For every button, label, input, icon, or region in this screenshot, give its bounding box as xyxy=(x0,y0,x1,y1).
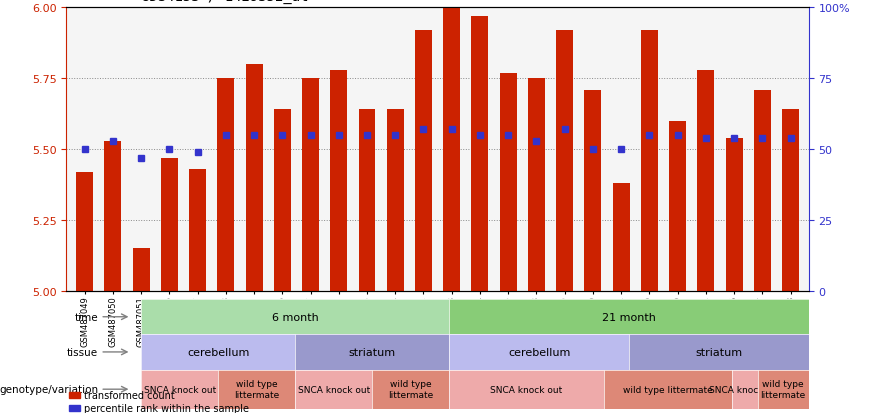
Bar xyxy=(76,172,93,291)
Bar xyxy=(274,110,291,291)
Bar xyxy=(499,74,516,291)
Bar xyxy=(641,31,658,291)
Bar xyxy=(359,110,376,291)
Bar xyxy=(387,110,404,291)
Bar xyxy=(528,79,545,291)
Text: wild type
littermate: wild type littermate xyxy=(388,380,433,399)
Text: 6 month: 6 month xyxy=(272,312,319,322)
Bar xyxy=(613,184,629,291)
Text: striatum: striatum xyxy=(696,347,743,357)
Bar xyxy=(104,141,121,291)
Bar xyxy=(669,121,686,291)
Text: wild type littermate: wild type littermate xyxy=(623,385,713,394)
Bar xyxy=(782,110,799,291)
Bar xyxy=(161,158,178,291)
Text: genotype/variation: genotype/variation xyxy=(0,384,98,394)
Text: cerebellum: cerebellum xyxy=(187,347,249,357)
Text: SNCA knock out: SNCA knock out xyxy=(144,385,216,394)
Bar xyxy=(556,31,573,291)
Bar xyxy=(754,90,771,291)
Text: cerebellum: cerebellum xyxy=(508,347,570,357)
Bar xyxy=(133,249,149,291)
Text: tissue: tissue xyxy=(67,347,98,357)
Bar xyxy=(331,71,347,291)
Text: SNCA knock out: SNCA knock out xyxy=(298,385,370,394)
Bar xyxy=(726,138,743,291)
Bar xyxy=(246,65,263,291)
Bar xyxy=(471,17,488,291)
Text: GDS4153 / 1429352_at: GDS4153 / 1429352_at xyxy=(141,0,308,5)
Text: SNCA knock out: SNCA knock out xyxy=(491,385,562,394)
Bar xyxy=(217,79,234,291)
Bar xyxy=(584,90,601,291)
Bar xyxy=(415,31,432,291)
Text: percentile rank within the sample: percentile rank within the sample xyxy=(84,403,249,413)
Text: striatum: striatum xyxy=(349,347,396,357)
Text: SNCA knock out: SNCA knock out xyxy=(709,385,781,394)
Text: wild type
littermate: wild type littermate xyxy=(234,380,279,399)
Text: transformed count: transformed count xyxy=(84,390,175,400)
Bar xyxy=(69,392,80,398)
Bar xyxy=(443,8,461,291)
Text: 21 month: 21 month xyxy=(602,312,656,322)
Bar xyxy=(189,169,206,291)
Bar xyxy=(69,405,80,411)
Text: wild type
littermate: wild type littermate xyxy=(760,380,806,399)
Text: time: time xyxy=(74,312,98,322)
Bar xyxy=(302,79,319,291)
Bar xyxy=(697,71,714,291)
